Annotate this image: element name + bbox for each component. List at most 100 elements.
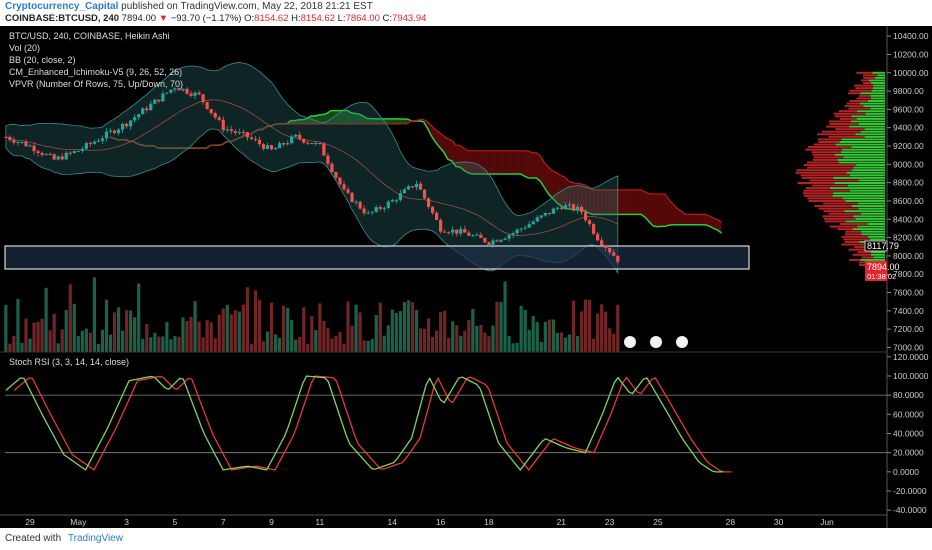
vpvr-up-bar [833, 192, 885, 195]
volume-bar [390, 309, 394, 352]
flag-icon[interactable] [624, 336, 636, 348]
vpvr-up-bar [870, 251, 885, 254]
volume-bar [362, 340, 366, 352]
time-tick-label: 21 [557, 517, 567, 527]
vpvr-down-bar [800, 174, 850, 177]
candle [153, 99, 157, 104]
candle [507, 235, 511, 239]
candle [443, 231, 447, 233]
volume-bar [422, 328, 427, 352]
volume-bar [592, 338, 596, 352]
vpvr-up-bar [849, 189, 885, 192]
vpvr-down-bar [840, 117, 857, 120]
vpvr-down-bar [829, 123, 859, 126]
volume-bar [358, 312, 362, 352]
vpvr-up-bar [829, 187, 885, 190]
volume-bar [120, 330, 125, 352]
vpvr-up-bar [835, 143, 885, 146]
candle [306, 142, 310, 144]
ichimoku-span-b [109, 118, 722, 224]
candle [241, 131, 245, 133]
cloud-segment [383, 118, 388, 124]
vpvr-down-bar [844, 233, 862, 236]
volume-bar [4, 304, 8, 352]
volume-bar [273, 334, 278, 352]
candle [592, 224, 596, 234]
vpvr-up-bar [873, 84, 885, 87]
author-link[interactable]: Cryptocurrency_Capital [5, 1, 119, 12]
cloud-segment [375, 118, 380, 124]
volume-bar [104, 299, 109, 352]
cloud-segment [673, 204, 678, 225]
rsi-axis[interactable]: 120.0000 100.0000 80.0000 60.0000 40.0000 20.… [887, 352, 929, 515]
candle [523, 227, 527, 229]
candle [273, 148, 278, 150]
rsi-tick-label: 0.0000 [893, 467, 919, 477]
legend-line: CM_Enhanced_Ichimoku-V5 (9, 26, 52, 26) [9, 67, 182, 77]
volume-bar [221, 308, 225, 352]
candle [265, 145, 270, 149]
cloud-segment [560, 175, 565, 209]
cloud-segment [367, 118, 372, 124]
candle [4, 136, 8, 138]
legend-line: BTC/USD, 240, COINBASE, Heikin Ashi [9, 31, 170, 41]
time-axis[interactable]: 29 May 3 5 7 9 11 14 16 18 21 23 25 28 30 Jun [0, 514, 887, 527]
candle [563, 205, 568, 209]
vpvr-up-bar [860, 92, 885, 95]
time-tick-label: 14 [388, 517, 398, 527]
volume-bar [515, 342, 519, 352]
vpvr-down-bar [854, 246, 868, 249]
candle [330, 163, 334, 173]
candle [261, 144, 266, 149]
tradingview-logo[interactable]: TradingView [67, 533, 123, 544]
price-axis[interactable]: 10400.00 10200.00 10000.00 9800.00 9600.00 94… [887, 31, 929, 352]
volume-bar [366, 340, 370, 352]
candle [137, 114, 141, 118]
candle [354, 201, 358, 203]
stoch-d-line [13, 375, 732, 473]
volume-bar [439, 312, 443, 352]
cloud-segment [649, 193, 654, 226]
volume-bar [60, 329, 64, 352]
candle [12, 140, 16, 143]
vpvr-up-bar [834, 182, 885, 184]
cloud-segment [580, 183, 585, 211]
cloud-segment [657, 193, 662, 227]
volume-bar [141, 338, 145, 352]
vpvr-down-bar [806, 161, 839, 164]
candle [286, 143, 290, 145]
vpvr-down-bar [849, 99, 869, 102]
vpvr-down-bar [797, 182, 835, 184]
vpvr-up-bar [867, 235, 885, 238]
cloud-segment [447, 138, 452, 162]
candle [487, 242, 491, 245]
volume-bar [12, 335, 16, 352]
vpvr-up-bar [858, 123, 885, 126]
bollinger-bands [5, 62, 619, 275]
flag-icon[interactable] [676, 336, 688, 348]
candle [551, 208, 555, 214]
cloud-segment [520, 150, 525, 177]
bb-band [5, 62, 619, 275]
flag-icon[interactable] [650, 336, 662, 348]
cloud-segment [596, 189, 601, 215]
volume-bar [467, 319, 471, 352]
volume-bar [294, 339, 298, 352]
close-label: C: [382, 13, 393, 24]
volume-bar [547, 319, 551, 352]
candle [612, 252, 616, 256]
volume-bar [443, 310, 447, 352]
volume-bar [302, 307, 306, 352]
time-tick-label: 23 [605, 517, 615, 527]
vpvr-down-bar [823, 202, 858, 205]
cloud-segment [548, 167, 553, 199]
volume-bar [499, 302, 503, 352]
volume-bar [245, 287, 249, 352]
volume-bar [253, 290, 258, 352]
cloud-segment [633, 189, 638, 215]
price-tick-label: 8800.00 [893, 178, 924, 188]
volume-bar [153, 332, 157, 352]
vpvr-down-bar [822, 130, 861, 133]
vpvr-up-bar [853, 166, 885, 169]
